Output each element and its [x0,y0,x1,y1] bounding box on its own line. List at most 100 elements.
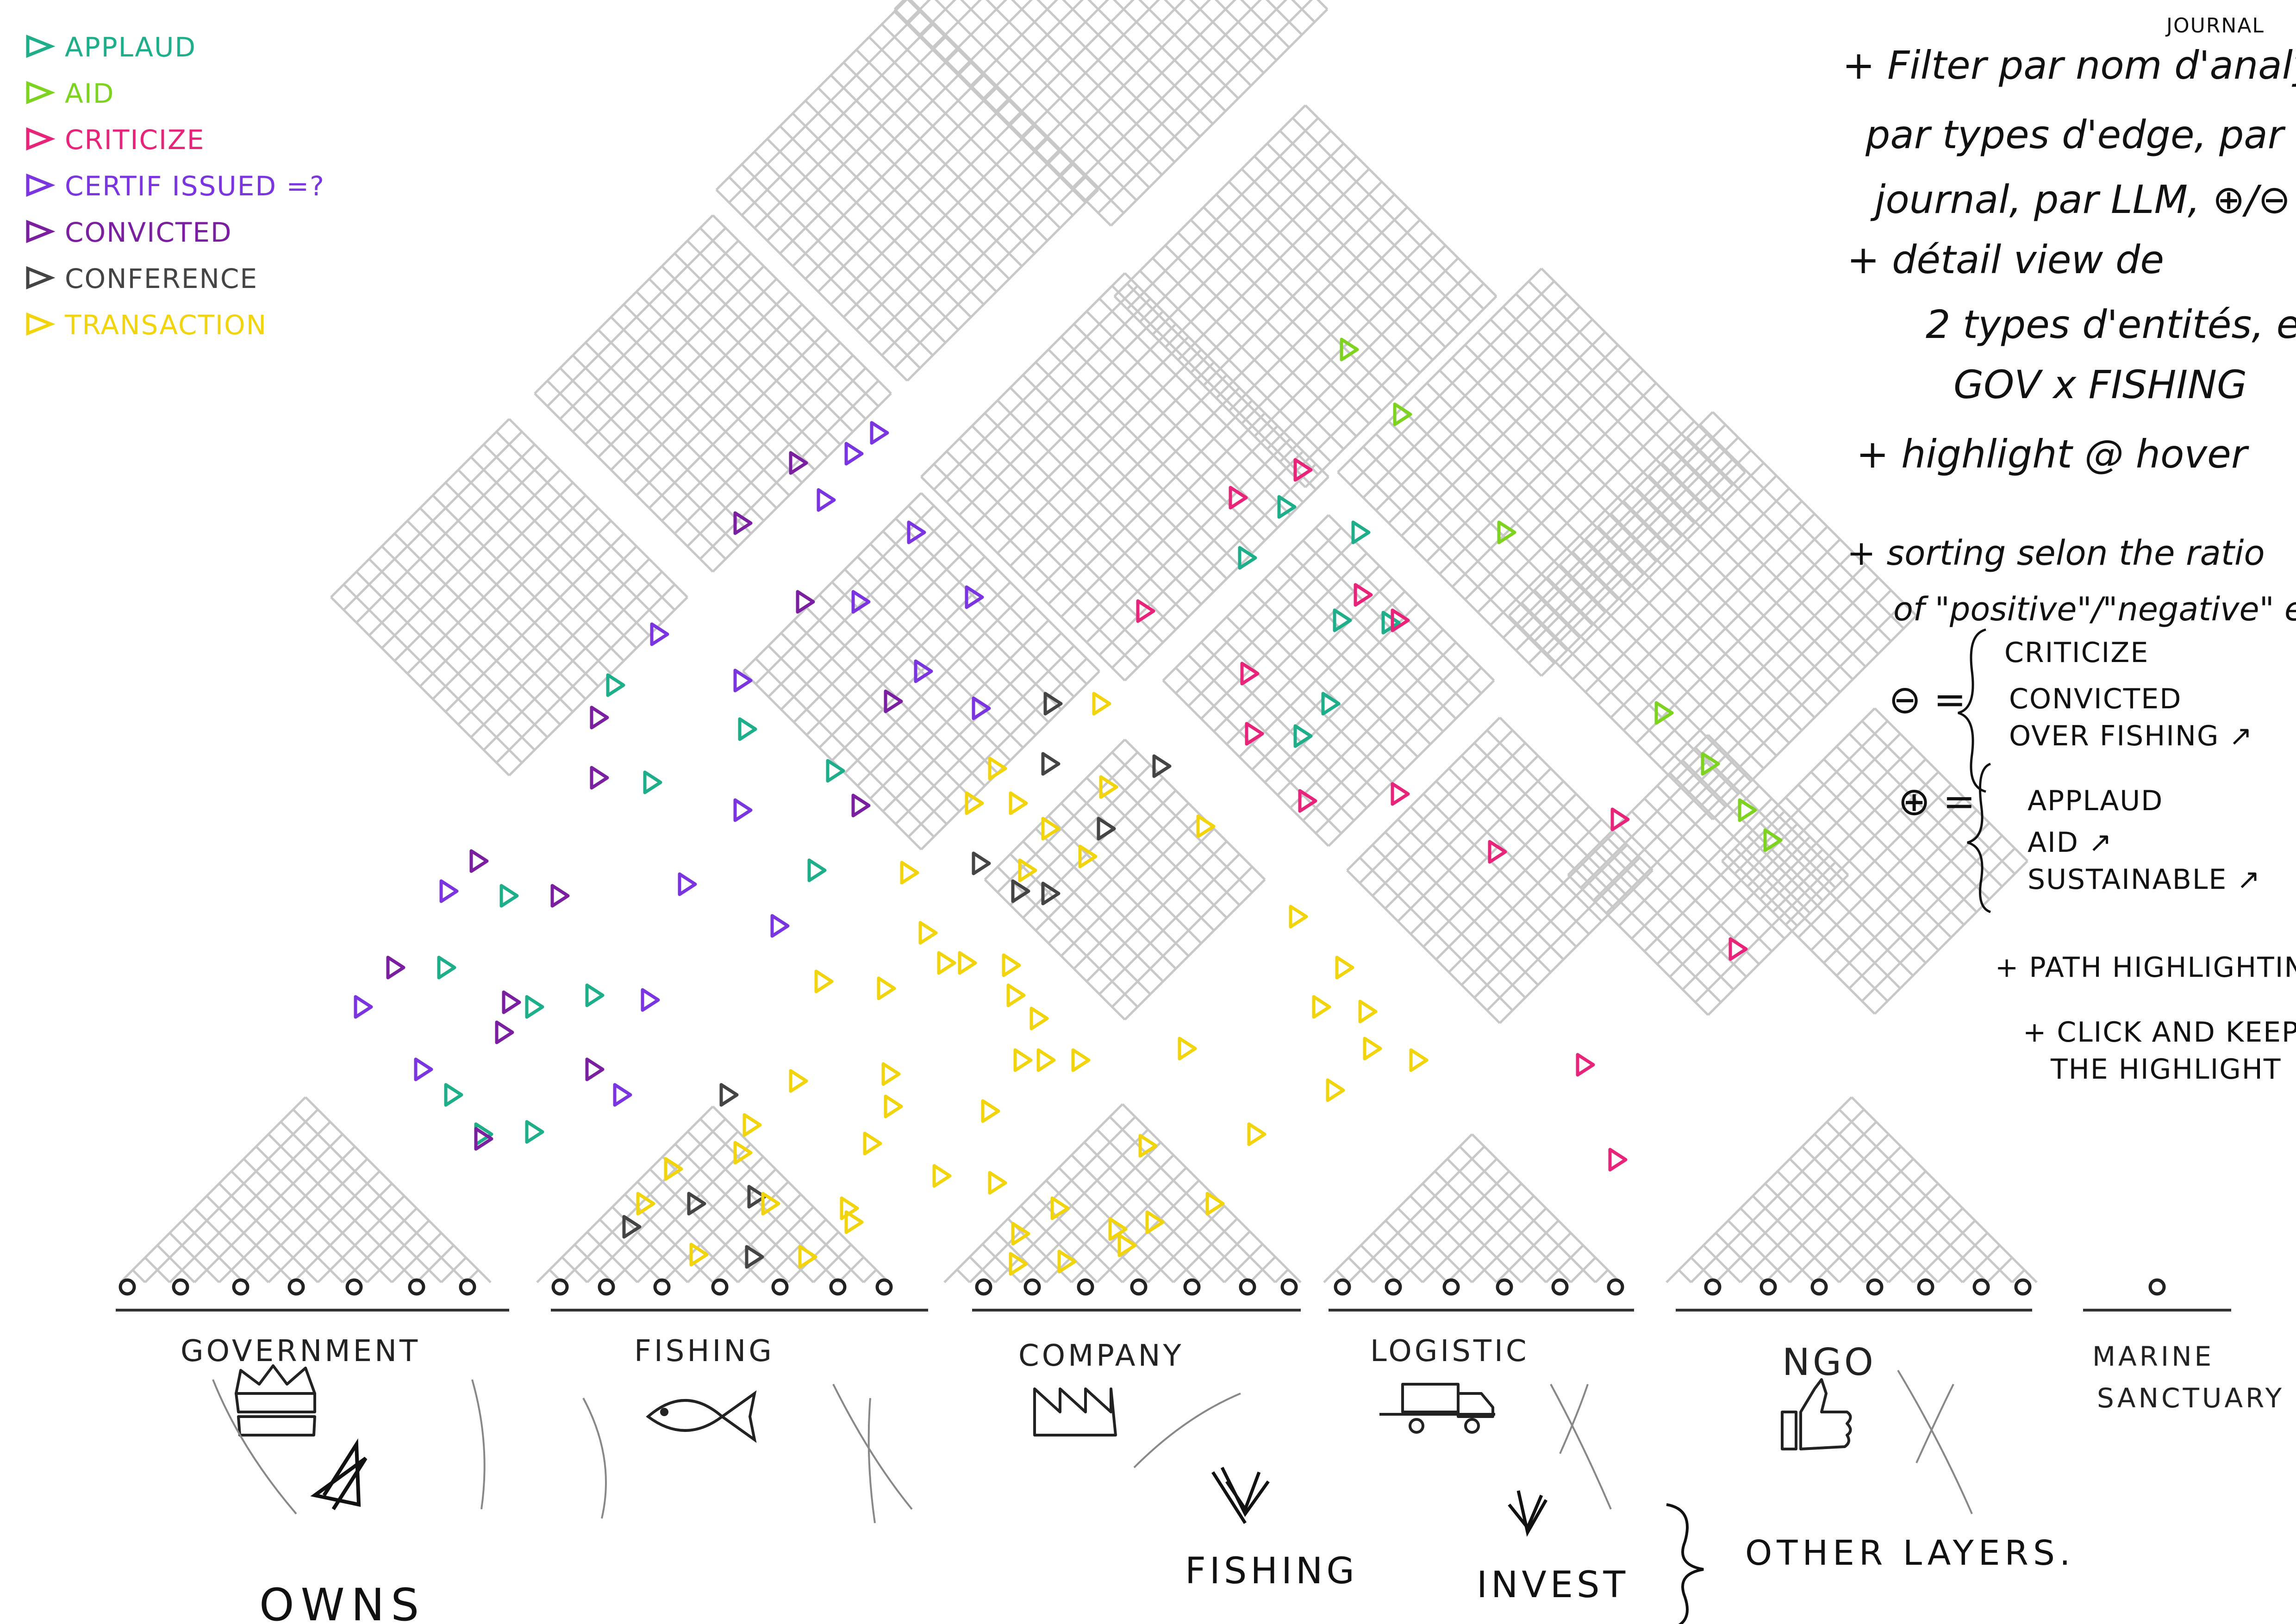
grid-line [1304,295,1497,488]
entity-node [598,1278,615,1296]
entity-node [1183,1278,1201,1296]
grid-line [119,1096,306,1283]
grid-line [1086,777,1228,919]
grid-line [830,112,1023,306]
legend-label: APPLAUD [65,31,196,63]
grid-line [1643,810,1785,952]
edge-marker [1138,1134,1158,1158]
edge-marker [789,451,808,475]
grid-line [1721,707,1876,862]
grid-line [1471,1133,1621,1283]
grid-line [1348,1256,1374,1283]
grid-line [1187,539,1355,707]
legend-item: CONFERENCE [26,263,257,294]
grid-line [1096,1129,1251,1283]
grid-line [715,189,908,382]
edge-marker [499,884,519,908]
grid-line [1226,616,1393,783]
edge-marker [1011,1222,1030,1246]
grid-line [1139,130,1332,323]
entity-node [459,1278,476,1296]
grid-line [534,214,714,394]
grid-line [742,492,922,672]
edge-marker [1097,817,1116,841]
edge-marker [1393,402,1412,426]
edge-marker [1050,1196,1070,1220]
edge-marker [807,858,827,882]
edge-marker [1145,1210,1165,1234]
grid-line [1238,603,1406,771]
legend-label: CRITICIZE [65,124,205,156]
edge-marker [972,696,991,720]
edge-marker [689,1243,709,1267]
entity-node [975,1278,992,1296]
grid-line [1086,840,1228,982]
edge-marker [641,988,660,1012]
grid-line [181,1219,245,1283]
edge-marker [1358,999,1378,1024]
grid-line [1397,768,1552,922]
grid-line [995,0,1110,112]
edge-marker [1041,817,1061,841]
grid-line [393,481,574,662]
edge-marker [907,520,926,544]
grid-line [1124,476,1329,681]
grid-line [932,0,982,49]
grid-line [610,291,790,471]
grid-line [1277,629,1444,796]
grid-line [1502,433,1708,639]
note-filter-2: par types d'edge, par [1865,112,2286,157]
grid-line [805,556,986,736]
grid-line [1085,0,1288,201]
grid-line [956,1268,971,1283]
edge-marker [1002,953,1021,977]
grid-line [1360,1244,1399,1283]
entity-node [408,1278,425,1296]
grid-line [674,1143,814,1283]
grid-line [793,543,973,723]
grid-line [1122,1103,1302,1283]
grid-line [1410,780,1565,935]
note-positive-1: APPLAUD [2028,785,2163,817]
edge-marker [1728,937,1748,961]
note-journal: JOURNAL [2165,14,2265,37]
edge-marker [495,1020,514,1044]
edge-marker [444,1083,463,1107]
grid-line [1413,344,1619,550]
edge-marker [1136,599,1155,623]
grid-line [893,176,1086,369]
edge-marker [742,1113,762,1137]
entity-node [1077,1278,1094,1296]
grid-line [444,532,625,713]
grid-line [817,87,1010,280]
note-detail-2: 2 types d'entités, ex [1926,302,2296,347]
edge-marker [1009,1252,1028,1276]
edge-marker [1029,1006,1049,1031]
grid-line [1863,1195,1952,1283]
edge-marker [733,798,753,822]
edge-marker [863,1131,882,1156]
grid-line [1772,758,1927,913]
grid-line [856,606,1037,787]
edge-marker [1043,692,1063,716]
grid-line [1177,231,1370,425]
grid-line [1486,856,1641,1012]
grid-line [1823,809,1978,964]
edge-marker [1092,692,1111,716]
edge-marker [1409,1048,1429,1072]
grid-line [206,1195,294,1283]
grid-line [1289,641,1457,809]
grid-line [792,74,985,267]
entity-node [1385,1278,1402,1296]
entity-node [1810,1278,1828,1296]
grid-line [1422,1182,1522,1283]
edge-marker [918,921,938,945]
edge-marker [1610,807,1630,831]
grid-line [1124,879,1266,1021]
note-detail-3: GOV x FISHING [1953,362,2247,407]
grid-line [1048,802,1190,944]
grid-line [1152,257,1345,450]
grid-line [1292,117,1485,310]
grid-line [1175,667,1342,834]
